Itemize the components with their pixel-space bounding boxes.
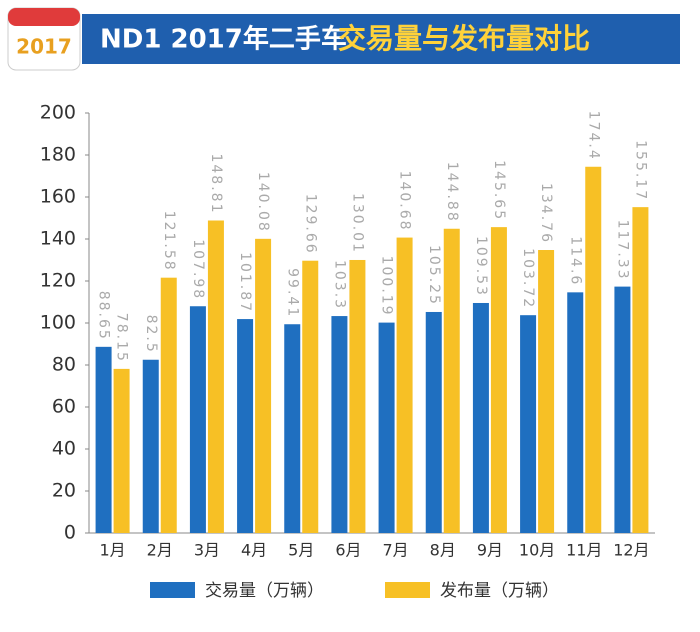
bar xyxy=(331,316,348,533)
value-label: 109.53 xyxy=(473,236,489,297)
bar xyxy=(284,324,301,533)
x-tick-label: 1月 xyxy=(99,541,125,560)
bar xyxy=(160,277,177,533)
legend-swatch xyxy=(150,582,195,598)
bar xyxy=(520,315,537,533)
x-tick-label: 2月 xyxy=(147,541,173,560)
value-label: 114.6 xyxy=(567,236,583,286)
legend-label: 交易量（万辆） xyxy=(205,581,324,601)
bar xyxy=(585,166,602,533)
chart-title: ND1 2017年二手车 xyxy=(100,24,347,55)
bar xyxy=(490,227,507,533)
value-label: 88.65 xyxy=(96,291,112,341)
value-label: 129.66 xyxy=(302,194,318,255)
bar xyxy=(302,260,319,533)
value-label: 155.17 xyxy=(632,140,648,201)
bar xyxy=(237,319,254,533)
value-label: 105.25 xyxy=(426,245,442,306)
x-tick-label: 10月 xyxy=(519,541,555,560)
bar xyxy=(378,322,395,533)
y-tick-label: 80 xyxy=(52,354,76,376)
value-label: 145.65 xyxy=(491,160,507,221)
x-tick-label: 11月 xyxy=(566,541,602,560)
calendar-top xyxy=(8,8,80,26)
value-label: 121.58 xyxy=(161,211,177,272)
value-label: 99.41 xyxy=(284,268,300,318)
y-tick-label: 0 xyxy=(64,522,76,544)
y-tick-label: 120 xyxy=(40,270,76,292)
y-tick-label: 100 xyxy=(40,312,76,334)
value-label: 100.19 xyxy=(379,256,395,317)
value-label: 144.88 xyxy=(444,162,460,223)
bar xyxy=(443,228,460,533)
x-tick-label: 6月 xyxy=(335,541,361,560)
bar xyxy=(207,220,224,533)
y-tick-label: 180 xyxy=(40,144,76,166)
bar xyxy=(472,302,489,533)
x-tick-label: 4月 xyxy=(241,541,267,560)
x-tick-label: 8月 xyxy=(430,541,456,560)
value-label: 103.3 xyxy=(331,260,347,310)
y-tick-label: 60 xyxy=(52,396,76,418)
bar xyxy=(632,207,649,533)
bar xyxy=(142,359,159,533)
value-label: 103.72 xyxy=(520,248,536,309)
x-tick-label: 12月 xyxy=(613,541,649,560)
y-tick-label: 140 xyxy=(40,228,76,250)
value-label: 82.5 xyxy=(143,315,159,354)
badge-text: 2017 xyxy=(16,35,72,59)
bar xyxy=(349,259,366,533)
legend-swatch xyxy=(385,582,430,598)
x-tick-label: 9月 xyxy=(477,541,503,560)
y-tick-label: 160 xyxy=(40,186,76,208)
x-tick-label: 5月 xyxy=(288,541,314,560)
value-label: 140.68 xyxy=(397,171,413,232)
title-banner xyxy=(82,14,680,64)
bar xyxy=(567,292,584,533)
bar xyxy=(396,237,413,533)
bar xyxy=(255,238,272,533)
bar xyxy=(538,250,555,533)
x-tick-label: 3月 xyxy=(194,541,220,560)
bar xyxy=(189,306,206,533)
value-label: 148.81 xyxy=(208,153,224,214)
value-label: 78.15 xyxy=(114,313,130,363)
bar xyxy=(95,346,112,533)
value-label: 107.98 xyxy=(190,239,206,300)
y-tick-label: 20 xyxy=(52,480,76,502)
value-label: 134.76 xyxy=(538,183,554,244)
value-label: 140.08 xyxy=(255,172,271,233)
x-tick-label: 7月 xyxy=(382,541,408,560)
bar xyxy=(614,286,631,533)
value-label: 117.33 xyxy=(614,220,630,281)
value-label: 174.4 xyxy=(585,111,601,161)
value-label: 101.87 xyxy=(237,252,253,313)
chart-title-emphasis: 交易量与发布量对比 xyxy=(338,22,590,55)
bar xyxy=(425,311,442,533)
bar xyxy=(113,368,130,533)
legend-label: 发布量（万辆） xyxy=(440,581,559,601)
value-label: 130.01 xyxy=(349,193,365,254)
y-tick-label: 40 xyxy=(52,438,76,460)
y-tick-label: 200 xyxy=(40,102,76,124)
